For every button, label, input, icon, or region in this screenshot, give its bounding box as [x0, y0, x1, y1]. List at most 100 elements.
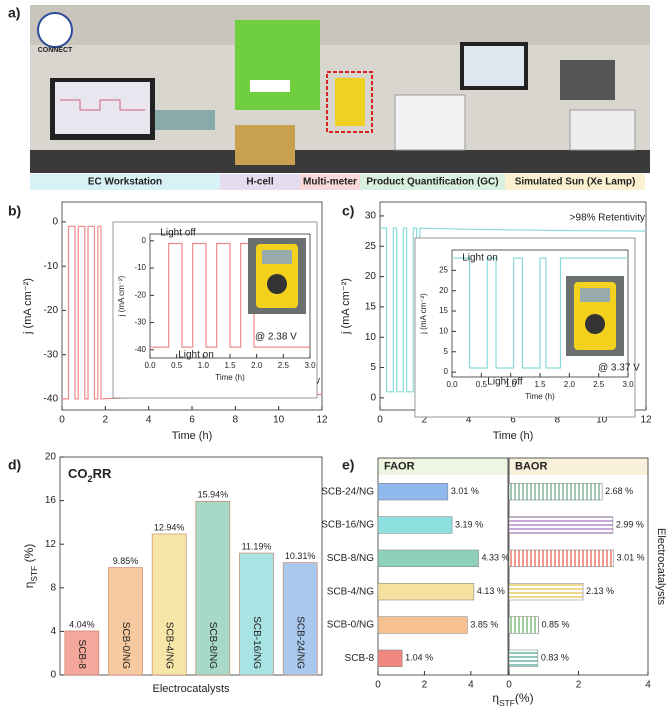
annotation: @ 3.37 V: [598, 363, 640, 374]
value-label: 1.04 %: [405, 653, 433, 663]
value-label: 3.85 %: [470, 619, 498, 629]
bar: [377, 583, 475, 601]
value-label: 4.33 %: [482, 553, 510, 563]
label-band: [30, 174, 220, 190]
x-tick-label: 1.5: [534, 380, 546, 389]
lamp-controller: [569, 109, 636, 151]
value-label: 3.01 %: [451, 486, 479, 496]
bar: [377, 549, 479, 567]
gc-screen: [464, 46, 524, 86]
value-label: 10.31%: [285, 551, 316, 561]
x-tick-label: 2: [576, 680, 582, 691]
x-tick-label: 8: [555, 415, 561, 426]
y-axis-label: j (mA cm⁻²): [340, 278, 352, 335]
x-tick-label: 4: [146, 415, 152, 426]
y-tick-label: -10: [44, 261, 59, 272]
x-axis-label: Electrocatalysts: [152, 683, 230, 695]
category-label: SCB-0/NG: [327, 620, 374, 631]
label-part: 2: [88, 474, 93, 484]
label-part: CO: [68, 466, 88, 481]
category-label: SCB-4/NG: [327, 586, 374, 597]
gc-instrument: [394, 94, 466, 151]
bench: [30, 150, 650, 173]
x-tick-label: 3.0: [304, 361, 316, 370]
value-label: 2.99 %: [616, 519, 644, 529]
meter-screen: [262, 250, 292, 264]
bar: [151, 533, 187, 676]
screen: [55, 82, 150, 134]
panel-label: e): [342, 457, 354, 473]
photo-label: EC Workstation: [88, 177, 162, 188]
value-label: 2.13 %: [586, 586, 614, 596]
bar: [508, 649, 539, 667]
category-label: SCB-16/NG: [251, 616, 262, 669]
plot-frame: [59, 456, 323, 676]
y-tick-label: 20: [439, 286, 448, 295]
y-tick-label: 20: [365, 271, 377, 282]
x-tick-label: 0.0: [144, 361, 156, 370]
y-tick-label: -30: [134, 318, 146, 327]
x-tick-label: 1.0: [505, 380, 517, 389]
x-tick-label: 1.5: [224, 361, 236, 370]
x-tick-label: 2.5: [593, 380, 605, 389]
bar: [195, 500, 231, 676]
label-band: [300, 174, 360, 190]
category-label: SCB-24/NG: [295, 616, 306, 669]
x-tick-label: 12: [640, 415, 652, 426]
x-tick-label: 2: [422, 680, 428, 691]
bar: [239, 552, 274, 676]
y-axis-label: j (mA cm⁻²): [22, 278, 34, 335]
x-tick-label: 4: [645, 680, 651, 691]
x-axis-label: Time (h): [215, 373, 245, 382]
x-tick-label: 8: [233, 415, 239, 426]
y-tick-label: 0: [142, 236, 147, 245]
annotation: Light off: [487, 377, 523, 388]
x-tick-label: 2.0: [564, 380, 576, 389]
y-tick-label: 0: [52, 217, 58, 228]
y-tick-label: 12: [45, 539, 57, 550]
logo-text: CONNECT: [38, 47, 73, 54]
category-label: SCB-8/NG: [207, 622, 218, 669]
bar: [508, 583, 584, 601]
x-tick-label: 2.5: [278, 361, 290, 370]
value-label: 15.94%: [198, 490, 229, 500]
y-tick-label: 25: [439, 265, 448, 274]
label-part: (%): [515, 691, 534, 705]
y-tick-label: 4: [50, 626, 56, 637]
y-tick-label: -30: [44, 349, 59, 360]
photo-label: Simulated Sun (Xe Lamp): [515, 177, 636, 188]
x-tick-label: 4: [466, 415, 472, 426]
label-part: RR: [93, 466, 112, 481]
x-axis-label: Time (h): [493, 430, 534, 442]
x-tick-label: 0: [506, 680, 512, 691]
xe-lamp: [560, 60, 615, 100]
label-part: (%): [22, 544, 36, 566]
value-label: 0.85 %: [542, 619, 570, 629]
bar: [108, 567, 143, 676]
y-axis-label: j (mA cm⁻²): [117, 275, 126, 317]
x-tick-label: 2: [103, 415, 109, 426]
category-label: SCB-8/NG: [327, 553, 374, 564]
x-tick-label: 4: [468, 680, 474, 691]
panel-label: b): [8, 203, 21, 219]
meter-screen: [580, 288, 610, 302]
sign: [250, 80, 290, 92]
x-tick-label: 0.0: [446, 380, 458, 389]
x-tick-label: 10: [273, 415, 285, 426]
y-tick-label: -40: [134, 345, 146, 354]
category-label: SCB-8: [345, 653, 375, 664]
y-tick-label: 0: [50, 670, 56, 681]
label-part: η: [22, 582, 36, 589]
y-tick-label: 30: [365, 211, 377, 222]
bar: [508, 616, 539, 634]
panel-label: a): [8, 5, 20, 21]
x-tick-label: 0.5: [171, 361, 183, 370]
label-band: [360, 174, 505, 190]
category-label: SCB-16/NG: [321, 520, 374, 531]
annotation: Light on: [462, 253, 498, 264]
panel-title: FAOR: [384, 460, 415, 472]
category-label: SCB-8: [76, 640, 87, 670]
x-tick-label: 2: [422, 415, 428, 426]
photo-label: H-cell: [246, 177, 273, 188]
bar: [282, 562, 318, 676]
